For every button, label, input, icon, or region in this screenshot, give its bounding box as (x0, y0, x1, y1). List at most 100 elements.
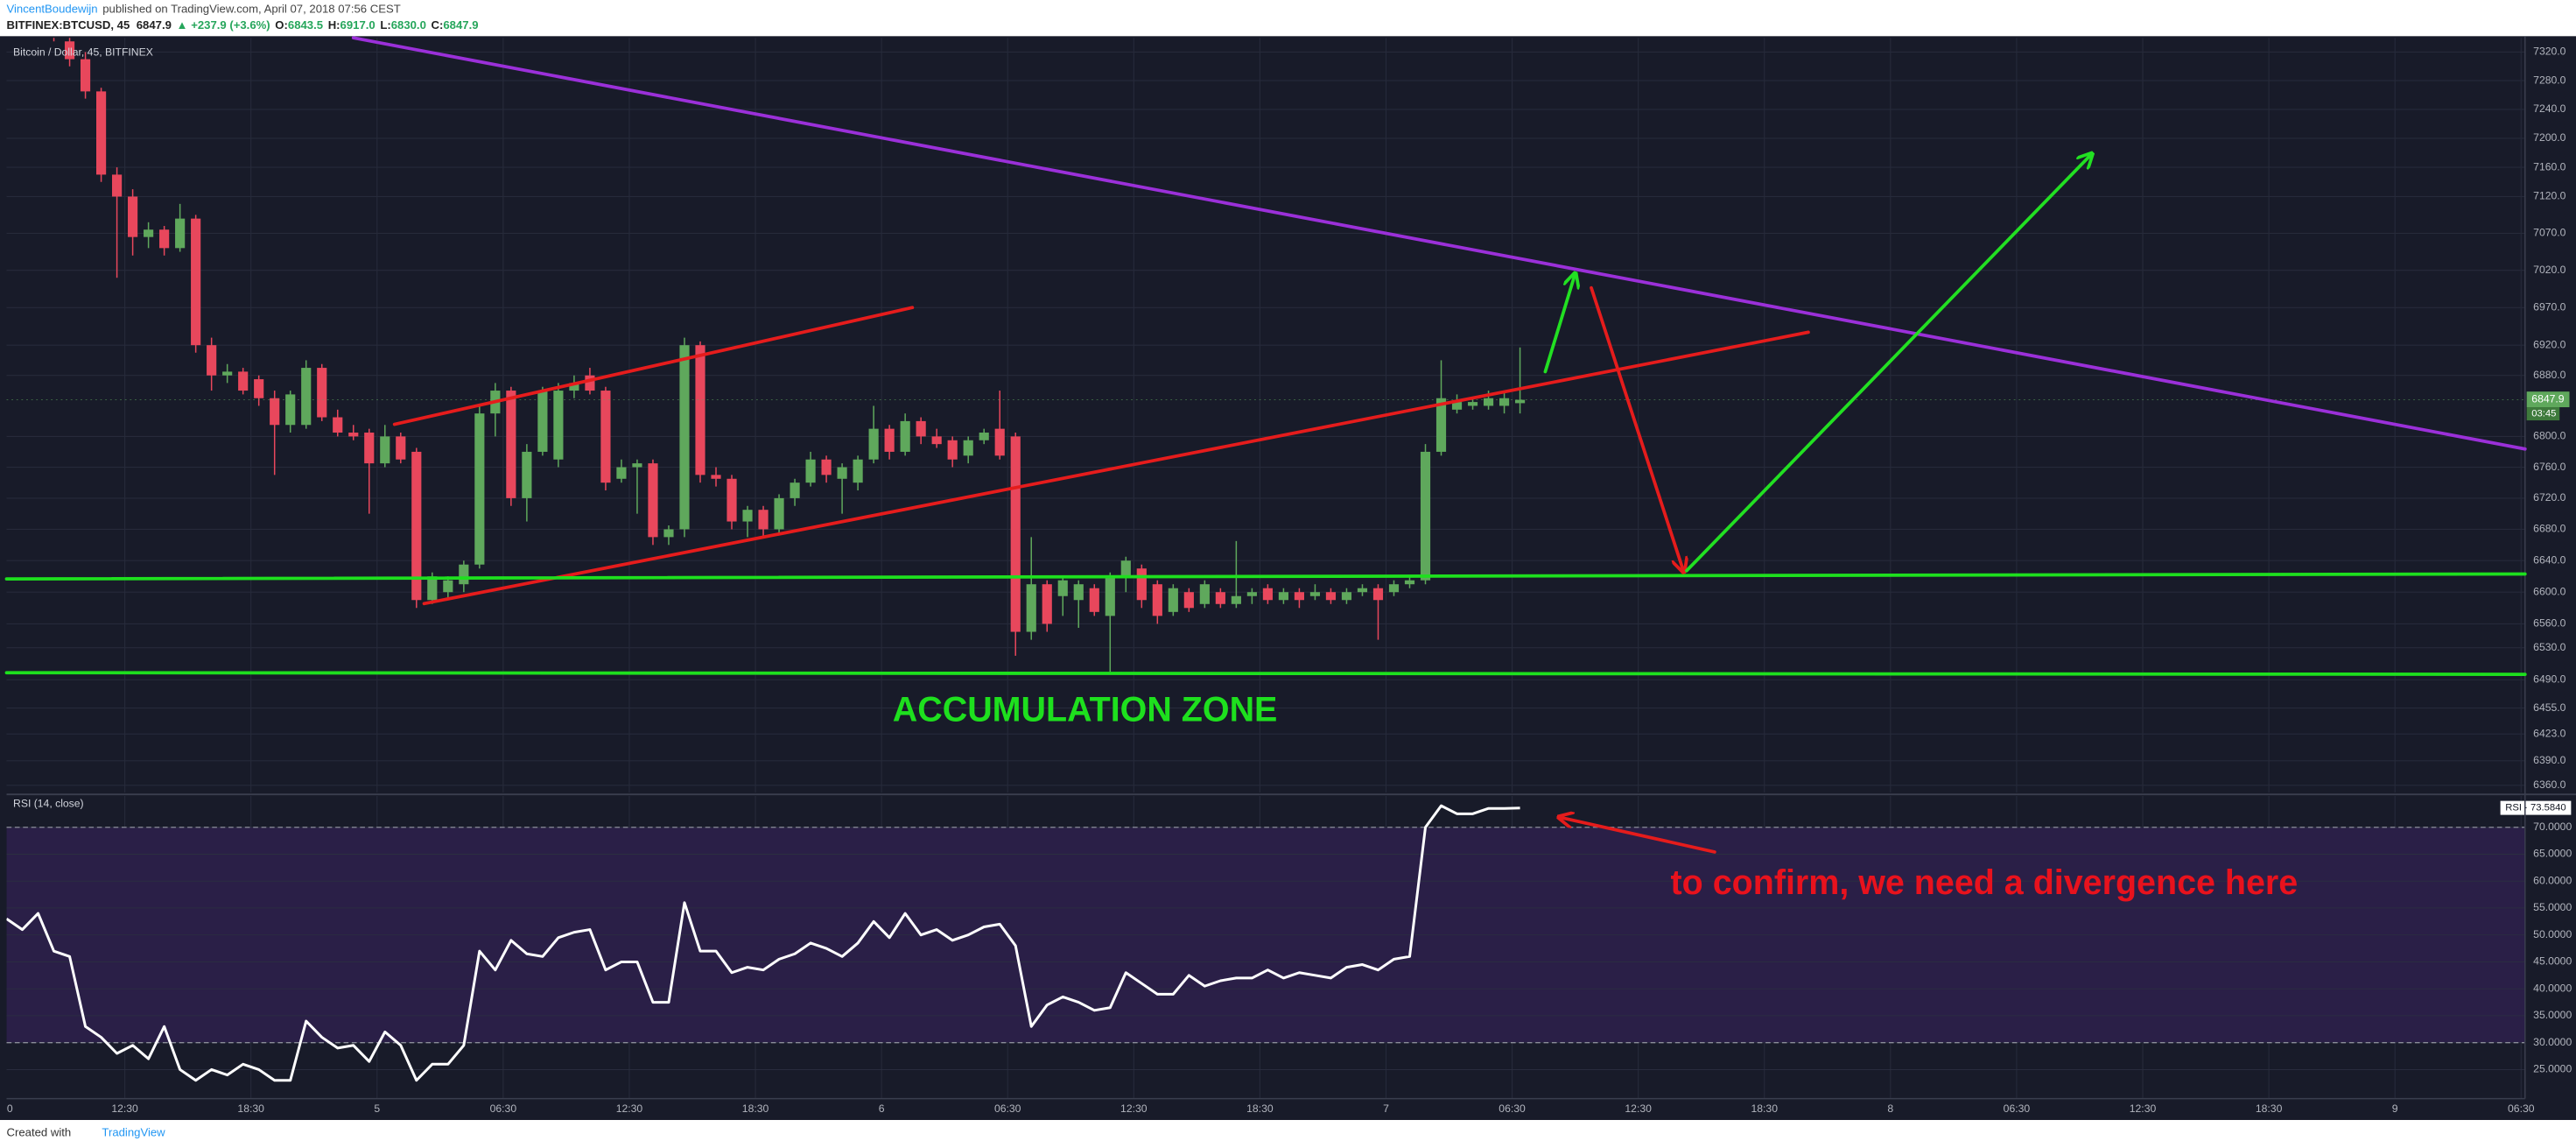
candle-body (207, 345, 217, 376)
last-price-tag (2526, 391, 2570, 408)
x-tick-label: 6 (879, 1102, 885, 1115)
x-tick-label: 12:30 (1120, 1102, 1148, 1115)
candle-body (1499, 398, 1510, 406)
candle-body (64, 41, 75, 60)
candle-body (758, 510, 769, 530)
y-tick-label: 70.0000 (2533, 821, 2572, 833)
y-tick-label: 7120.0 (2533, 190, 2565, 202)
x-tick-label: 12:30 (1625, 1102, 1652, 1115)
candle-body (1357, 588, 1368, 593)
footer-brand[interactable]: TradingView (102, 1126, 165, 1139)
candle-body (931, 436, 942, 445)
candle-body (1105, 576, 1115, 616)
candle-body (1309, 592, 1321, 596)
rsi-line (6, 804, 1520, 1082)
y-tick-label: 40.0000 (2533, 982, 2572, 994)
candle-body (1246, 592, 1257, 596)
y-tick-label: 35.0000 (2533, 1009, 2572, 1021)
candle-body (1514, 399, 1526, 404)
x-tick-label: 7 (1383, 1102, 1389, 1115)
header-line-1: VincentBoudewijn published on TradingView… (7, 3, 401, 16)
y-tick-label: 6600.0 (2533, 585, 2565, 597)
y-tick-label: 6560.0 (2533, 617, 2565, 630)
candle-body (648, 463, 658, 538)
candle-body (569, 383, 579, 391)
y-tick-label: 30.0000 (2533, 1036, 2572, 1048)
arrow-rsi (1560, 817, 1716, 854)
candle-body (459, 564, 469, 585)
last: 6847.9 (137, 19, 172, 32)
candle-body (726, 478, 737, 522)
y-tick-label: 6800.0 (2533, 430, 2565, 442)
candle-body (222, 371, 233, 376)
candle-body (821, 459, 832, 475)
candle-body (553, 391, 564, 460)
candle-body (884, 428, 895, 452)
y-tick-label: 7160.0 (2533, 160, 2565, 173)
candle-body (1183, 592, 1194, 609)
candle-body (900, 420, 910, 452)
candle-body (585, 375, 595, 391)
y-tick-label: 7070.0 (2533, 227, 2565, 239)
header-bg (0, 0, 2576, 37)
candle-body (348, 433, 359, 437)
y-tick-label: 6640.0 (2533, 553, 2565, 566)
candle-body (1042, 584, 1052, 624)
candle-body (238, 371, 249, 391)
y-tick-label: 6880.0 (2533, 369, 2565, 381)
candle-body (616, 467, 627, 479)
y-tick-label: 65.0000 (2533, 848, 2572, 860)
arrow-up-big (1685, 155, 2091, 573)
candle-body (506, 391, 516, 498)
candle-body (1294, 592, 1305, 601)
y-tick-label: 6680.0 (2533, 523, 2565, 535)
channel-lower (422, 330, 1810, 606)
author[interactable]: VincentBoudewijn (7, 3, 98, 16)
x-tick-label: 12:30 (2130, 1102, 2157, 1115)
y-tick-label: 45.0000 (2533, 955, 2572, 968)
candle-body (411, 451, 422, 601)
l-key: L: (380, 19, 390, 32)
y-tick-label: 6920.0 (2533, 338, 2565, 350)
candle-body (916, 420, 926, 437)
x-tick-label: 9 (2392, 1102, 2398, 1115)
candle-body (1341, 592, 1352, 601)
candle-body (742, 510, 753, 522)
x-tick-label: 8 (1887, 1102, 1893, 1115)
candle-body (868, 428, 879, 460)
candle-body (1026, 584, 1036, 632)
candle-body (333, 417, 343, 433)
axes: 0 12:30 18:30 5 06:30 12:30 18:30 6 06:30 12:30 18… (7, 46, 2572, 1115)
y-tick-label: 50.0000 (2533, 928, 2572, 940)
header-line-2: BITFINEX:BTCUSD, 45 6847.9 ▲ +237.9 (+3.6%… (7, 19, 479, 32)
candle-body (1231, 595, 1241, 604)
candle-body (80, 59, 91, 92)
candle-body (1120, 560, 1131, 577)
y-tick-label: 7200.0 (2533, 131, 2565, 144)
candle-body (1215, 592, 1225, 604)
candle-body (443, 580, 453, 593)
x-tick-label: 0 (7, 1102, 13, 1115)
last-price-label: 6847.9 (2531, 392, 2564, 405)
candle-body (632, 463, 642, 468)
candle-body (1010, 436, 1021, 632)
y-tick-label: 55.0000 (2533, 901, 2572, 913)
candle-body (1262, 588, 1273, 601)
c-key: C: (432, 19, 444, 32)
y-tick-label: 6720.0 (2533, 491, 2565, 504)
countdown-tag (2526, 407, 2560, 421)
footer-created: Created with (7, 1126, 72, 1139)
x-tick-label: 06:30 (2508, 1102, 2535, 1115)
x-tick-label: 18:30 (2256, 1102, 2283, 1115)
candle-body (254, 379, 264, 398)
y-tick-label: 6455.0 (2533, 701, 2565, 714)
candle-body (427, 576, 438, 601)
candle-body (396, 436, 406, 460)
h-key: H: (328, 19, 340, 32)
x-tick-label: 12:30 (616, 1102, 643, 1115)
candle-body (159, 229, 170, 249)
candle-body (1467, 402, 1478, 406)
candle-body (112, 174, 123, 197)
candle-body (1168, 588, 1178, 612)
candle-body (1388, 584, 1400, 593)
